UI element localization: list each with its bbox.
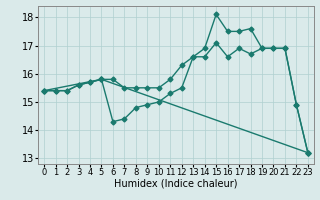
X-axis label: Humidex (Indice chaleur): Humidex (Indice chaleur) [114,179,238,189]
